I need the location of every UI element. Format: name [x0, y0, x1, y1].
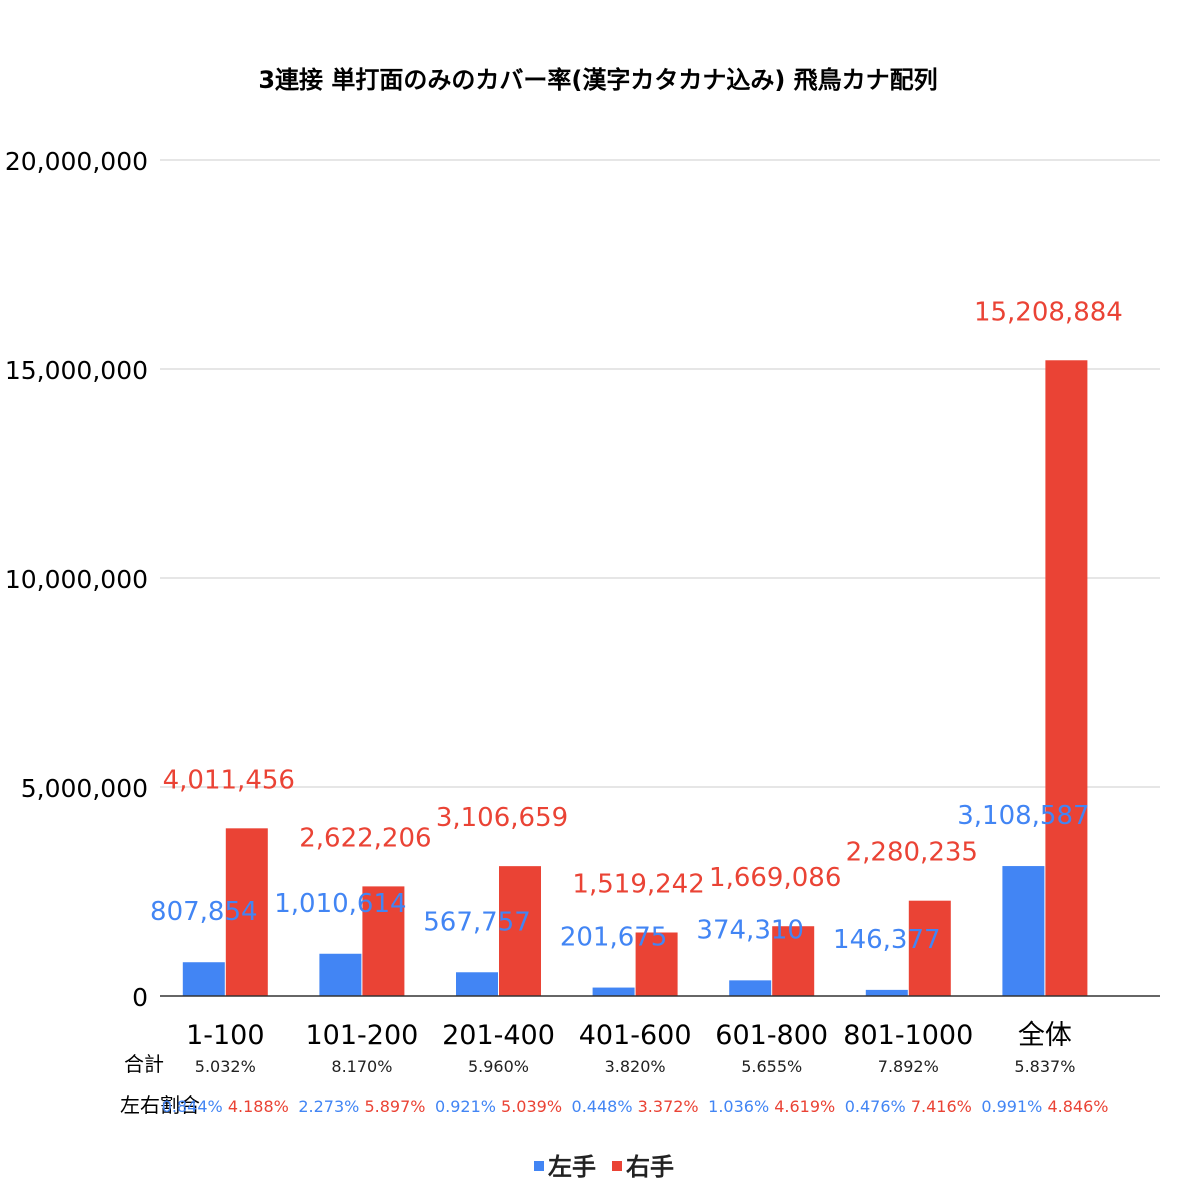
- x-axis: 1-100 101-200 201-400 401-600 601-800 801-100…: [160, 995, 1160, 1051]
- bar-left: [1002, 866, 1045, 996]
- total-value: 5.655%: [741, 1057, 802, 1076]
- data-label-left: 3,108,587: [957, 801, 1089, 831]
- bars: [182, 360, 1088, 996]
- x-tick-label: 801-1000: [843, 1020, 973, 1051]
- x-tick-label: 401-600: [579, 1020, 692, 1051]
- bar-right: [908, 900, 951, 996]
- legend-swatch: [534, 1161, 544, 1171]
- ratio-values: 0.921% 5.039%: [435, 1097, 562, 1116]
- ratio-values: 2.273% 5.897%: [298, 1097, 425, 1116]
- y-tick-label: 20,000,000: [5, 147, 148, 176]
- total-value: 5.960%: [468, 1057, 529, 1076]
- chart-title: 3連接 単打面のみのカバー率(漢字カタカナ込み) 飛鳥カナ配列: [258, 66, 937, 94]
- y-tick-label: 0: [132, 983, 148, 1012]
- x-tick-label: 1-100: [186, 1020, 264, 1051]
- data-label-right: 1,519,242: [572, 869, 704, 899]
- data-label-left: 567,757: [423, 907, 531, 937]
- bar-left: [182, 962, 225, 996]
- x-tick-label: 201-400: [442, 1020, 555, 1051]
- total-value: 8.170%: [331, 1057, 392, 1076]
- bar-left: [865, 989, 908, 996]
- data-label-right: 2,280,235: [846, 838, 978, 868]
- data-label-left: 201,675: [560, 923, 668, 953]
- bar-left: [592, 987, 635, 996]
- x-tick-label: 101-200: [305, 1020, 418, 1051]
- legend: 左手 右手: [534, 1153, 674, 1181]
- annotation-rows: 5.032% 0.844% 4.188% 8.170% 2.273% 5.897% 5.…: [162, 1057, 1109, 1116]
- bar-left: [729, 980, 772, 996]
- ratio-values: 1.036% 4.619%: [708, 1097, 835, 1116]
- ratio-values: 0.448% 3.372%: [572, 1097, 699, 1116]
- total-row-label: 合計: [124, 1052, 164, 1076]
- bar-right: [1045, 360, 1088, 996]
- legend-swatch: [612, 1161, 622, 1171]
- data-label-right: 2,622,206: [299, 823, 431, 853]
- legend-label: 左手: [548, 1153, 596, 1181]
- total-value: 3.820%: [605, 1057, 666, 1076]
- data-label-left: 1,010,614: [274, 889, 406, 919]
- bar-right: [772, 926, 815, 996]
- x-tick-label: 全体: [1018, 1020, 1072, 1051]
- total-value: 5.837%: [1014, 1057, 1075, 1076]
- data-label-left: 146,377: [833, 925, 941, 955]
- bar-right: [362, 886, 405, 996]
- y-tick-label: 5,000,000: [21, 774, 148, 803]
- ratio-values: 0.844% 4.188%: [162, 1097, 289, 1116]
- data-label-right: 15,208,884: [974, 297, 1123, 327]
- ratio-row-label: 左右割合: [120, 1093, 200, 1117]
- bar-right: [225, 828, 268, 996]
- data-label-left: 807,854: [150, 897, 258, 927]
- bar-right: [635, 932, 678, 996]
- gridlines: 0 5,000,000 10,000,000 15,000,000 20,000,000: [5, 147, 1160, 1012]
- data-labels: 807,854 4,011,456 1,010,614 2,622,206 567,75…: [150, 297, 1123, 955]
- ratio-values: 0.991% 4.846%: [981, 1097, 1108, 1116]
- data-label-right: 1,669,086: [709, 863, 841, 893]
- bar-right: [499, 866, 541, 996]
- ratio-values: 0.476% 7.416%: [845, 1097, 972, 1116]
- data-label-right: 3,106,659: [436, 803, 568, 833]
- total-value: 7.892%: [878, 1057, 939, 1076]
- y-tick-label: 15,000,000: [5, 356, 148, 385]
- x-tick-label: 601-800: [715, 1020, 828, 1051]
- bar-left: [456, 972, 498, 996]
- data-label-right: 4,011,456: [163, 765, 295, 795]
- bar-left: [319, 953, 362, 996]
- total-value: 5.032%: [195, 1057, 256, 1076]
- legend-label: 右手: [626, 1153, 674, 1181]
- data-label-left: 374,310: [696, 915, 804, 945]
- y-tick-label: 10,000,000: [5, 565, 148, 594]
